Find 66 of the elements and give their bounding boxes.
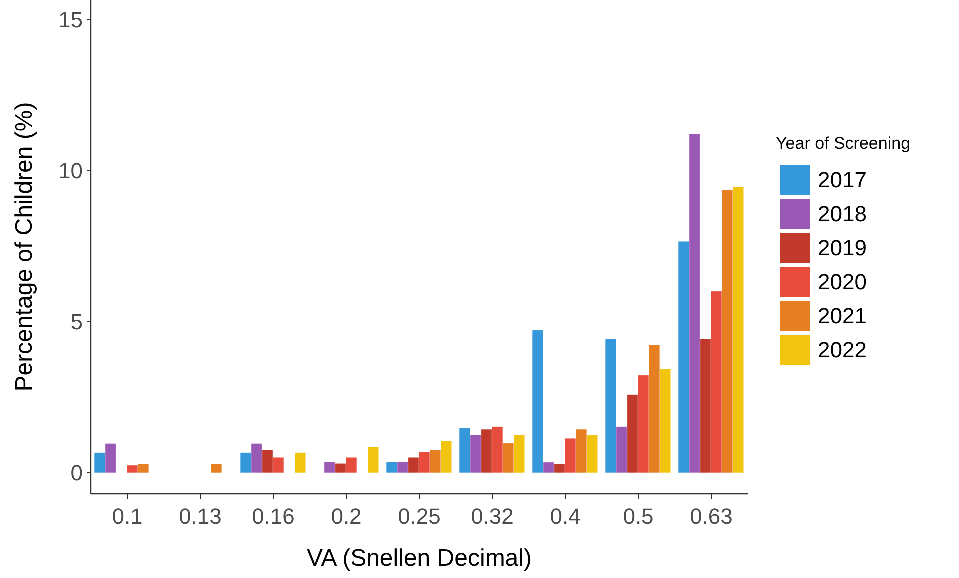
bar: [503, 444, 514, 473]
x-tick-label: 0.13: [179, 504, 222, 529]
bar: [138, 464, 149, 473]
bar: [368, 447, 379, 473]
bar: [441, 441, 452, 473]
legend-label: 2022: [818, 338, 867, 363]
bar: [346, 458, 357, 473]
y-tick-label: 5: [70, 309, 83, 334]
bar: [544, 462, 554, 473]
bar: [733, 187, 744, 473]
y-tick-label: 0: [70, 460, 83, 486]
bar: [587, 435, 598, 473]
legend-label: 2021: [818, 304, 867, 329]
bar: [470, 435, 481, 473]
bar: [295, 452, 306, 473]
bar: [252, 444, 262, 473]
bar: [211, 464, 222, 473]
bar: [606, 339, 616, 473]
bar: [128, 466, 138, 473]
y-tick-label: 10: [58, 158, 83, 184]
legend-title: Year of Screening: [776, 134, 911, 153]
bar: [420, 452, 430, 473]
x-tick-label: 0.2: [331, 504, 362, 529]
bar: [638, 376, 649, 473]
bar: [678, 242, 689, 473]
x-tick-label: 0.16: [252, 504, 295, 529]
bar: [722, 190, 733, 473]
bar: [628, 394, 638, 473]
bar: [514, 435, 525, 473]
bar: [274, 458, 284, 473]
y-tick-label: 15: [58, 7, 83, 32]
bar: [386, 462, 397, 473]
bar: [690, 134, 700, 473]
bar: [482, 430, 492, 473]
legend-label: 2020: [818, 270, 867, 295]
legend-label: 2019: [818, 236, 867, 261]
bar: [460, 428, 470, 473]
bar: [700, 339, 711, 473]
bar: [398, 462, 408, 473]
bar: [324, 462, 335, 473]
bar: [616, 426, 627, 473]
bar: [576, 430, 587, 473]
x-tick-label: 0.25: [398, 504, 441, 529]
legend-label: 2017: [818, 168, 867, 193]
bar: [712, 292, 722, 473]
bar: [430, 450, 441, 473]
bar: [492, 426, 503, 473]
x-tick-label: 0.32: [471, 504, 514, 529]
x-axis-title: VA (Snellen Decimal): [307, 545, 532, 572]
x-tick-label: 0.4: [550, 504, 581, 529]
bar: [94, 452, 105, 473]
y-axis-title: Percentage of Children (%): [11, 102, 38, 392]
bar: [566, 438, 576, 473]
bar: [660, 370, 671, 473]
bar: [649, 345, 660, 473]
bar: [106, 444, 116, 473]
bar: [532, 330, 543, 473]
x-tick-label: 0.1: [112, 504, 143, 529]
legend-label: 2018: [818, 202, 867, 227]
x-tick-label: 0.5: [623, 504, 654, 529]
bar: [336, 464, 346, 473]
bar: [262, 450, 273, 473]
bar: [240, 452, 251, 473]
x-tick-label: 0.63: [690, 504, 733, 529]
bar: [554, 464, 565, 473]
bar: [408, 458, 419, 473]
